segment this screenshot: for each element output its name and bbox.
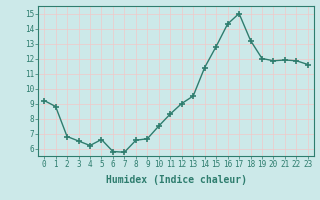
X-axis label: Humidex (Indice chaleur): Humidex (Indice chaleur): [106, 175, 246, 185]
